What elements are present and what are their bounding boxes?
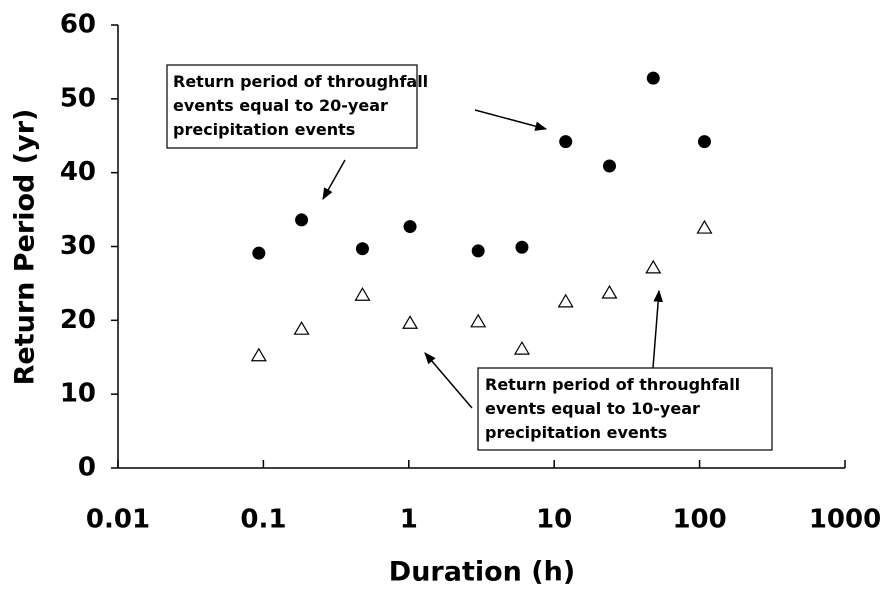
annotation-box	[166, 64, 418, 149]
y-tick-label: 40	[60, 157, 96, 187]
y-tick-label: 0	[78, 453, 96, 483]
point	[601, 284, 618, 299]
point	[471, 244, 485, 258]
annotation-arrow	[424, 352, 473, 409]
point	[470, 313, 487, 328]
annotation-text: precipitation events	[173, 120, 355, 139]
point	[354, 287, 371, 301]
annotation-box	[477, 367, 773, 451]
y-tick-label: 10	[60, 379, 96, 409]
x-tick-label: 100	[672, 505, 726, 535]
y-tick-label: 20	[60, 305, 96, 335]
point	[252, 246, 266, 260]
x-axis-title: Duration (h)	[389, 557, 575, 588]
point	[515, 240, 529, 254]
annotation-text: Return period of throughfall	[173, 72, 428, 91]
point	[602, 159, 616, 173]
annotation-arrow	[474, 109, 548, 131]
point	[513, 340, 530, 355]
annotation-text: Return period of throughfall	[485, 375, 740, 394]
x-tick-label: 10	[536, 505, 572, 535]
point	[645, 259, 662, 274]
annotation-arrow	[652, 289, 663, 369]
point	[697, 135, 711, 149]
point	[696, 219, 713, 234]
point	[403, 220, 417, 234]
point	[557, 293, 574, 308]
point	[402, 315, 419, 329]
point	[646, 71, 660, 85]
x-tick-label: 0.1	[240, 505, 286, 535]
y-tick-label: 60	[60, 10, 96, 40]
annotation-text: precipitation events	[485, 423, 667, 442]
y-tick-label: 50	[60, 83, 96, 113]
annotation-text: events equal to 10-year	[485, 399, 700, 418]
y-axis-title: Return Period (yr)	[10, 109, 41, 386]
x-tick-label: 1000	[809, 505, 881, 535]
point	[295, 213, 309, 227]
point	[355, 242, 369, 256]
point	[250, 347, 267, 362]
point	[559, 135, 573, 149]
y-tick-label: 30	[60, 231, 96, 261]
annotation-arrow	[322, 159, 346, 201]
point	[293, 321, 310, 335]
annotation-text: events equal to 20-year	[173, 96, 388, 115]
x-tick-label: 0.01	[86, 505, 150, 535]
x-tick-label: 1	[400, 505, 418, 535]
